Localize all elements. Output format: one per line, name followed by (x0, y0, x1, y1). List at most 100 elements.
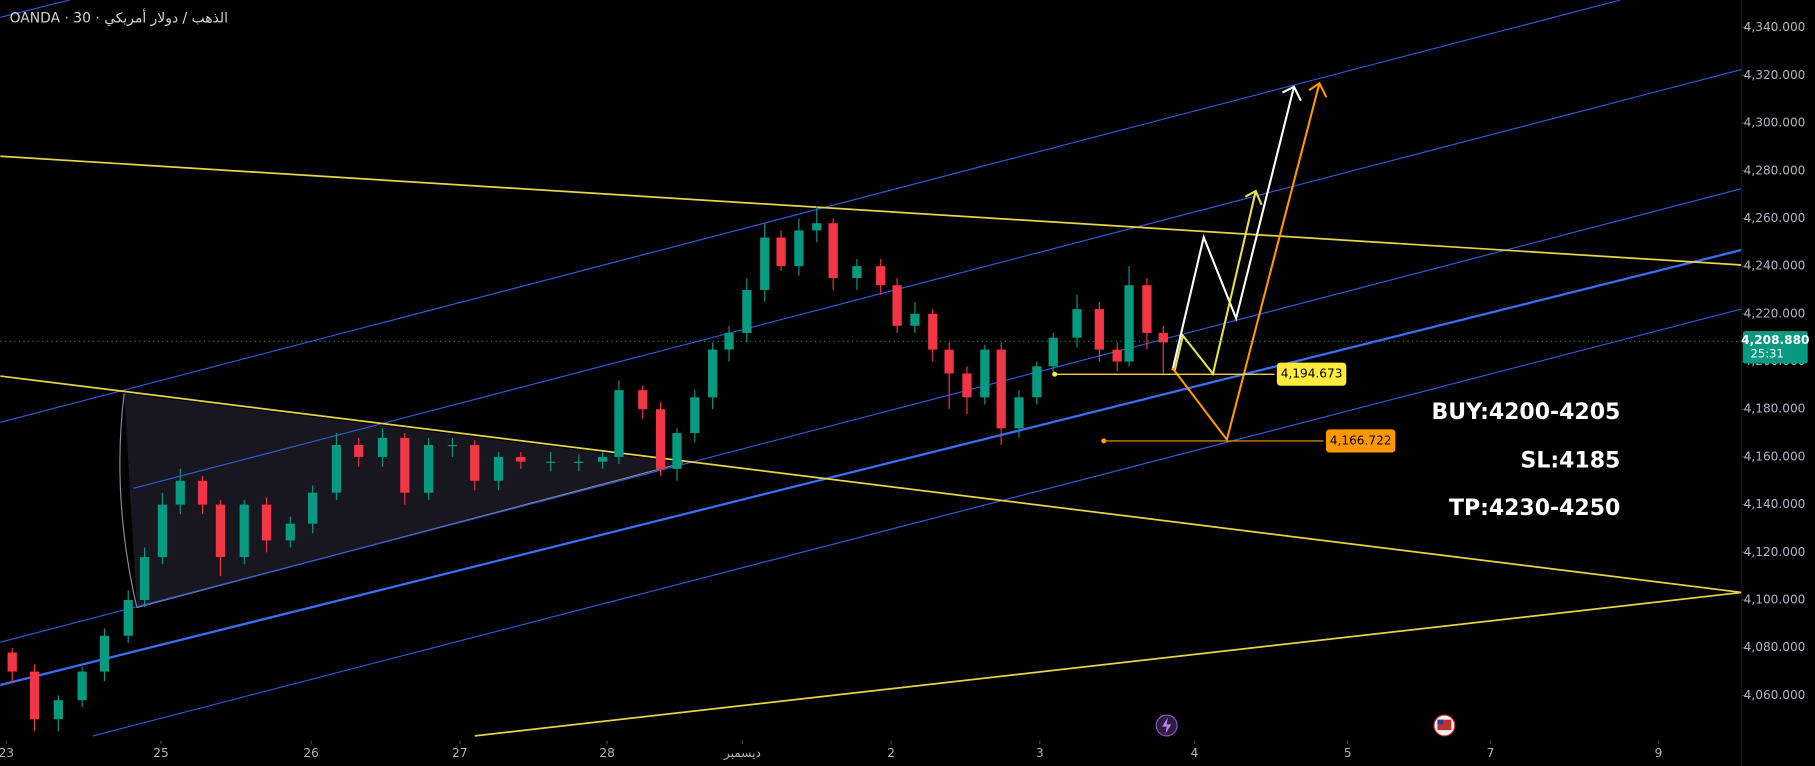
candle-body (962, 373, 972, 398)
candle-body (1158, 332, 1168, 343)
x-tick-label: 9 (1655, 746, 1663, 760)
y-tick-label: 4,220.000 (1744, 306, 1806, 320)
x-tick-label: 23 (0, 746, 14, 760)
candle-body (852, 266, 862, 279)
candle-body (215, 504, 226, 558)
candle-body (53, 700, 63, 720)
channel-line (0, 248, 1743, 687)
candle-body (123, 600, 133, 636)
y-tick-label: 4,340.000 (1744, 20, 1806, 34)
y-tick-label: 4,100.000 (1744, 593, 1806, 607)
candle-body (424, 445, 434, 493)
candle-body (910, 313, 920, 326)
candle-body (7, 652, 17, 672)
flag-icon (1437, 719, 1444, 725)
candle-body (400, 437, 410, 493)
candle-body (470, 445, 480, 481)
arrow-head (1281, 85, 1302, 102)
candle-body (672, 433, 682, 469)
candle-body (760, 237, 770, 290)
candle-body (638, 390, 648, 410)
trend-line (474, 591, 1742, 737)
candle-body (239, 504, 249, 558)
trend-line (0, 155, 1742, 266)
symbol-header: OANDA · 30 · الذهب / دولار أمريكي (10, 9, 228, 27)
annotation: BUY:4200-4205 (1431, 400, 1620, 425)
candle-body (493, 456, 504, 481)
channel-line (0, 0, 70, 18)
candle-body (99, 635, 110, 672)
pattern-fill (124, 393, 684, 608)
candle-body (157, 504, 168, 558)
candle-body (139, 557, 150, 601)
x-tick-label: 4 (1191, 746, 1199, 760)
candle-body (1142, 285, 1152, 333)
projection-path (1171, 83, 1321, 443)
last-price-label: 4,208.880 (1741, 333, 1809, 347)
x-tick-label: 25 (153, 746, 168, 760)
candle-body (175, 480, 185, 505)
x-tick-label: 7 (1487, 746, 1495, 760)
candle-body (77, 671, 87, 701)
level-label-box (1276, 362, 1347, 386)
candle-body (708, 349, 718, 398)
y-tick-label: 4,320.000 (1744, 68, 1806, 82)
trend-lines (0, 155, 1742, 737)
level-label-box (1325, 429, 1396, 453)
candle-body (545, 461, 556, 463)
candle-body (1112, 349, 1122, 362)
projections (1171, 81, 1328, 443)
candles (7, 206, 1168, 732)
candle-body (1014, 397, 1024, 429)
level-label: 4,166.722 (1330, 433, 1392, 447)
candle-body (892, 285, 902, 326)
projection-path (1173, 190, 1257, 377)
candle-body (614, 390, 624, 457)
channel-line (133, 68, 1742, 489)
candle-body (331, 445, 342, 493)
y-tick-label: 4,280.000 (1744, 163, 1806, 177)
pattern-outline (119, 393, 684, 609)
candle-body (928, 313, 938, 350)
candle-body (944, 349, 954, 374)
arrow-head (1244, 189, 1263, 206)
last-price-box (1742, 331, 1808, 364)
y-tick-label: 4,080.000 (1744, 640, 1806, 654)
candle-body (794, 230, 804, 267)
candle-body (776, 237, 786, 267)
candle-body (1072, 309, 1082, 338)
candle-body (1032, 366, 1042, 398)
candle-body (597, 456, 608, 462)
candle-body (377, 437, 388, 457)
candle-body (655, 409, 666, 469)
price-axis (1741, 0, 1815, 766)
y-tick-label: 4,300.000 (1744, 116, 1806, 130)
projection-path (1171, 86, 1295, 371)
x-tick-label: 27 (452, 746, 467, 760)
y-tick-label: 4,260.000 (1744, 211, 1806, 225)
level-label: 4,194.673 (1281, 367, 1343, 381)
y-tick-label: 4,240.000 (1744, 259, 1806, 273)
candle-body (876, 266, 886, 286)
candle-body (29, 671, 40, 720)
countdown-label: 25:31 (1751, 347, 1784, 361)
y-tick-label: 4,180.000 (1744, 402, 1806, 416)
candle-body (1048, 337, 1058, 367)
candle-body (447, 445, 458, 447)
candle-body (197, 480, 208, 505)
event-icon-glyph (1162, 717, 1172, 734)
annotation: SL:4185 (1521, 449, 1621, 474)
x-tick-label: 2 (887, 746, 895, 760)
candle-body (308, 492, 318, 524)
level-anchor (1101, 438, 1107, 444)
candle-body (828, 223, 838, 279)
candle-body (516, 456, 526, 462)
x-tick-label: 3 (1036, 746, 1044, 760)
channel-line (0, 188, 1742, 643)
y-tick-label: 4,160.000 (1744, 449, 1806, 463)
candle-body (261, 504, 272, 541)
candle-body (690, 397, 700, 434)
